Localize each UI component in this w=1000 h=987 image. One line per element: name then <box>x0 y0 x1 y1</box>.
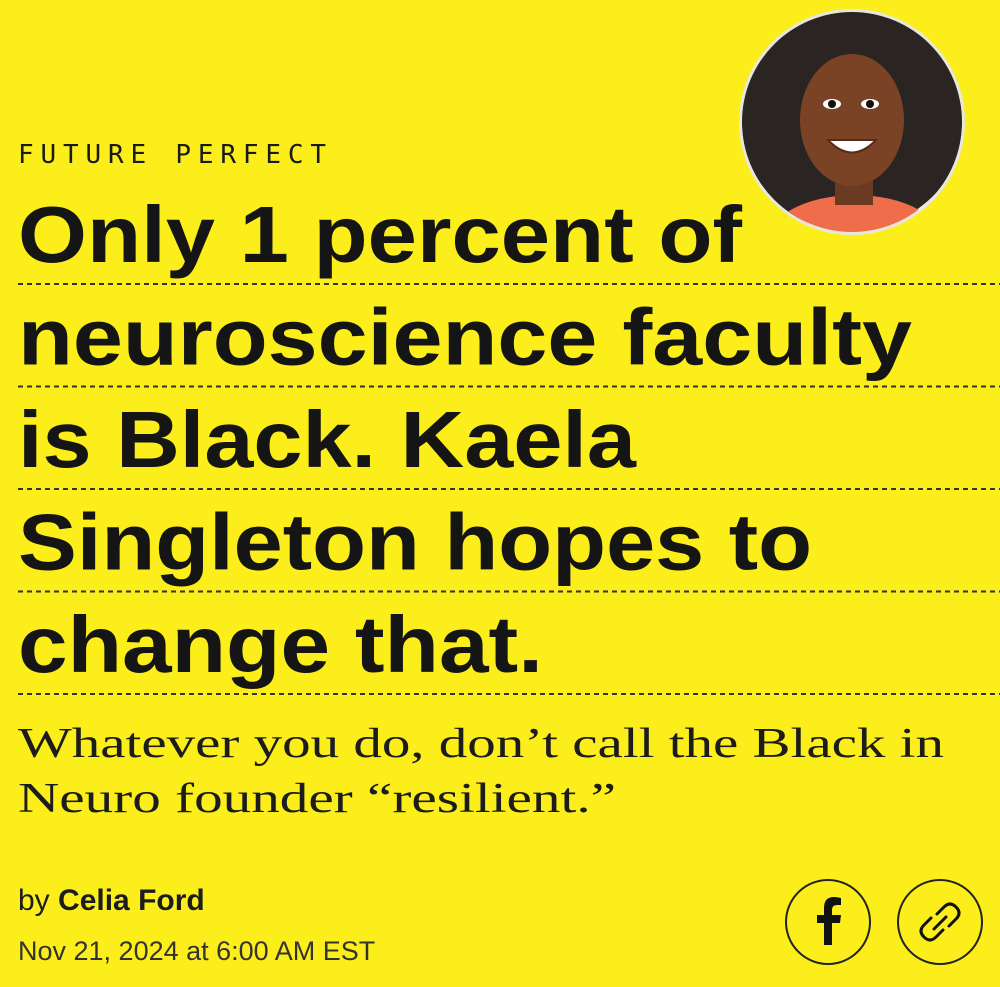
headline: Only 1 percent of neuroscience faculty is … <box>18 190 1000 695</box>
headline-line[interactable]: change that. <box>18 600 543 689</box>
publish-date: Nov 21, 2024 at 6:00 AM EST <box>18 936 375 966</box>
byline: by Celia Ford <box>18 884 205 917</box>
dek-line: Whatever you do, don’t call the Black in <box>18 721 944 767</box>
byline-prefix: by <box>18 884 50 917</box>
byline-author[interactable]: Celia Ford <box>58 884 205 917</box>
author-avatar <box>739 9 965 235</box>
facebook-share-button[interactable] <box>785 879 871 965</box>
copy-link-button[interactable] <box>897 879 983 965</box>
headline-line[interactable]: Singleton hopes to <box>18 498 812 587</box>
headline-line[interactable]: Only 1 percent of <box>18 190 742 279</box>
dek-line: Neuro founder “resilient.” <box>18 776 616 822</box>
headline-line[interactable]: neuroscience faculty <box>18 293 913 382</box>
headline-line[interactable]: is Black. Kaela <box>18 395 637 484</box>
dek: Whatever you do, don’t call the Black in… <box>18 721 944 822</box>
